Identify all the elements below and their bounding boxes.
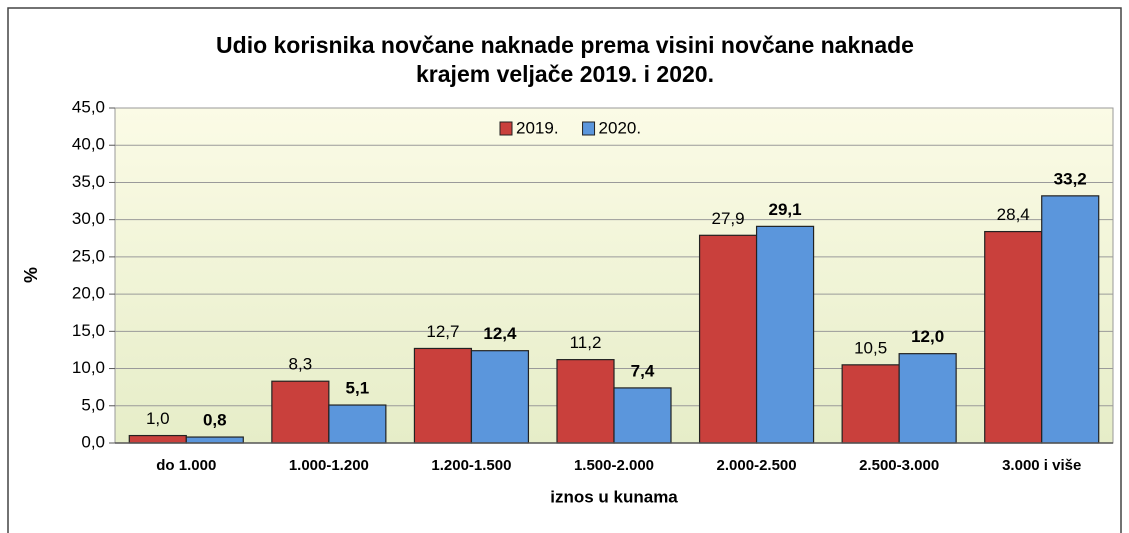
bar — [556, 359, 615, 444]
bar — [413, 347, 473, 444]
x-tick-label: 1.000-1.200 — [289, 457, 369, 474]
y-tick-label: 15,0 — [72, 321, 105, 340]
x-tick-label: 2.000-2.500 — [717, 457, 797, 474]
bar — [328, 404, 387, 444]
chart-subtitle: krajem veljače 2019. i 2020. — [416, 61, 714, 87]
value-label: 7,4 — [631, 361, 655, 380]
x-tick-label: 1.200-1.500 — [431, 457, 511, 474]
value-label: 10,5 — [854, 338, 887, 357]
y-tick-label: 20,0 — [72, 284, 105, 303]
value-label: 12,4 — [483, 324, 517, 343]
chart-title: Udio korisnika novčane naknade prema vis… — [216, 32, 914, 58]
y-tick-label: 10,0 — [72, 358, 105, 377]
bar — [898, 353, 957, 444]
value-label: 29,1 — [769, 200, 802, 219]
y-tick-label: 30,0 — [72, 209, 105, 228]
bar — [698, 234, 758, 444]
value-label: 5,1 — [346, 379, 370, 398]
x-tick-label: do 1.000 — [156, 457, 216, 474]
value-label: 33,2 — [1054, 169, 1087, 188]
x-tick-label: 2.500-3.000 — [859, 457, 939, 474]
x-axis-title: iznos u kunama — [550, 487, 678, 506]
y-tick-label: 0,0 — [81, 432, 105, 451]
bar — [613, 387, 672, 444]
bar — [755, 225, 815, 444]
y-tick-label: 45,0 — [72, 97, 105, 116]
bar — [841, 364, 900, 444]
bar — [470, 350, 530, 444]
value-label: 8,3 — [289, 355, 313, 374]
y-tick-label: 35,0 — [72, 172, 105, 191]
y-tick-label: 5,0 — [81, 395, 105, 414]
value-label: 27,9 — [712, 209, 745, 228]
value-label: 1,0 — [146, 409, 170, 428]
value-label: 12,7 — [426, 322, 459, 341]
frame — [7, 7, 1122, 533]
legend-label: 2020. — [599, 118, 642, 137]
y-axis-title: % — [21, 267, 41, 283]
legend-label: 2019. — [516, 118, 559, 137]
y-tick-label: 40,0 — [72, 135, 105, 154]
y-tick-label: 25,0 — [72, 246, 105, 265]
bar — [984, 230, 1043, 444]
x-tick-label: 3.000 i više — [1002, 457, 1081, 474]
value-label: 12,0 — [911, 327, 944, 346]
legend-swatch — [499, 121, 513, 136]
value-label: 11,2 — [570, 333, 602, 352]
value-label: 0,8 — [203, 411, 227, 430]
x-tick-label: 1.500-2.000 — [574, 457, 654, 474]
value-label: 28,4 — [997, 205, 1030, 224]
bar — [1041, 195, 1100, 444]
bar — [271, 380, 330, 444]
bar — [185, 436, 244, 444]
bar — [128, 434, 187, 444]
legend-swatch — [582, 121, 596, 136]
